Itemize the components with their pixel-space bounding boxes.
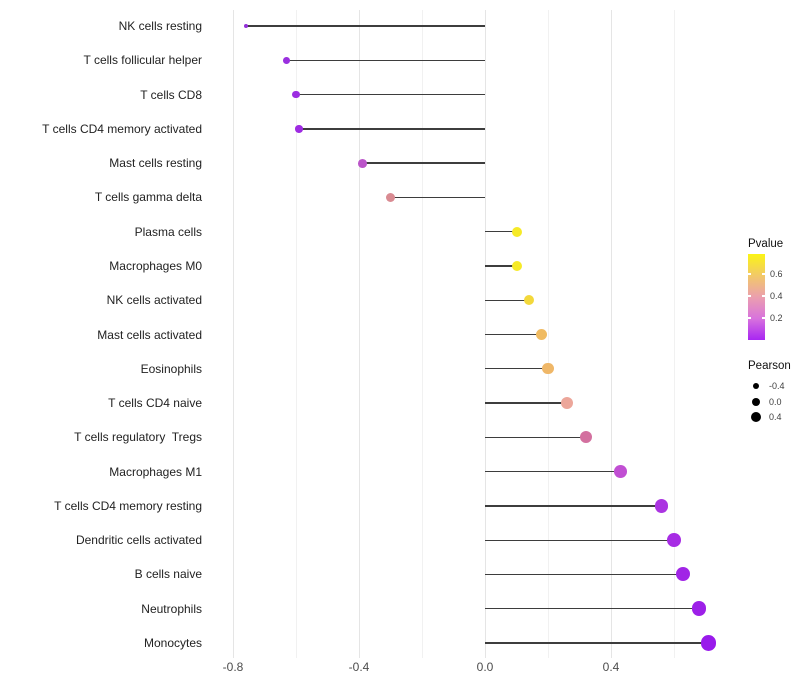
lollipop-stem xyxy=(485,539,674,541)
pvalue-legend-title: Pvalue xyxy=(748,238,784,250)
lollipop-stem xyxy=(485,608,700,610)
lollipop-stem xyxy=(485,230,517,233)
lollipop-dot xyxy=(654,499,669,513)
lollipop-stem xyxy=(362,162,485,164)
y-axis-label: Plasma cells xyxy=(134,224,202,239)
x-axis-tick-label: 0.4 xyxy=(602,660,620,674)
y-axis-label: Dendritic cells activated xyxy=(75,533,202,548)
pvalue-tick-label: 0.2 xyxy=(770,313,783,323)
lollipop-stem xyxy=(485,333,542,336)
gridline-minor xyxy=(295,10,297,658)
gridline-minor xyxy=(421,10,423,658)
lollipop-dot xyxy=(357,158,367,168)
pvalue-tick-mark xyxy=(762,295,765,297)
lollipop-dot xyxy=(691,601,707,617)
lollipop-stem xyxy=(485,299,530,301)
lollipop-stem xyxy=(485,470,621,473)
lollipop-stem xyxy=(286,59,485,61)
lollipop-stem xyxy=(485,642,709,644)
y-axis-label: Mast cells resting xyxy=(109,156,202,171)
y-axis-label: Eosinophils xyxy=(140,361,202,376)
x-axis-tick-label: 0.0 xyxy=(476,660,494,674)
y-axis-label: T cells CD4 memory activated xyxy=(42,121,202,136)
lollipop-stem xyxy=(485,402,567,404)
lollipop-stem xyxy=(485,368,548,370)
gridline-major xyxy=(610,10,612,658)
x-axis-tick-label: -0.8 xyxy=(222,660,244,674)
pearson-size-dot xyxy=(752,382,760,390)
lollipop-dot xyxy=(511,260,522,271)
y-axis-label: Monocytes xyxy=(143,636,202,651)
y-axis-label: NK cells resting xyxy=(118,19,202,33)
lollipop-dot xyxy=(385,192,396,203)
pvalue-tick-mark xyxy=(748,295,751,297)
lollipop-stem xyxy=(485,436,586,439)
lollipop-dot xyxy=(579,431,592,444)
lollipop-dot xyxy=(292,90,300,99)
pearson-size-label: -0.4 xyxy=(769,381,785,391)
pvalue-tick-mark xyxy=(748,317,751,319)
gridline-minor xyxy=(547,10,549,658)
gridline-major xyxy=(358,10,360,658)
lollipop-dot xyxy=(701,635,717,651)
lollipop-dot xyxy=(560,397,573,410)
lollipop-dot xyxy=(676,567,691,582)
y-axis-label: T cells gamma delta xyxy=(94,190,202,205)
lollipop-dot xyxy=(511,226,522,237)
pearson-legend-title: Pearson xyxy=(748,360,791,372)
pearson-size-label: 0.0 xyxy=(769,397,782,407)
lollipop-dot xyxy=(614,465,627,479)
pvalue-tick-label: 0.6 xyxy=(770,269,783,279)
y-axis-label: Macrophages M1 xyxy=(109,464,202,479)
x-axis-tick-label: -0.4 xyxy=(348,660,370,674)
pearson-size-dot xyxy=(751,397,761,407)
pearson-size-label: 0.4 xyxy=(769,412,782,422)
y-axis-label: T cells CD4 memory resting xyxy=(54,498,202,513)
y-axis-label: Macrophages M0 xyxy=(109,258,202,273)
lollipop-dot xyxy=(523,295,535,306)
pvalue-colorbar xyxy=(748,254,765,340)
y-axis-label: B cells naive xyxy=(134,567,202,582)
y-axis-label: T cells regulatory Tregs xyxy=(74,430,202,445)
pvalue-tick-mark xyxy=(762,273,765,275)
gridline-major xyxy=(232,10,234,658)
y-axis-label: T cells CD8 xyxy=(140,87,202,102)
lollipop-stem xyxy=(245,25,485,27)
y-axis-label: Neutrophils xyxy=(141,601,202,616)
pvalue-tick-mark xyxy=(748,273,751,275)
pvalue-tick-mark xyxy=(762,317,765,319)
y-axis-label: NK cells activated xyxy=(106,293,202,308)
lollipop-dot xyxy=(243,24,248,28)
y-axis-label: T cells CD4 naive xyxy=(108,396,202,411)
lollipop-dot xyxy=(283,56,290,64)
lollipop-stem xyxy=(296,93,485,96)
lollipop-dot xyxy=(542,363,554,375)
lollipop-stem xyxy=(485,573,684,576)
y-axis-label: Mast cells activated xyxy=(97,327,202,342)
lollipop-stem xyxy=(299,128,485,130)
pearson-size-dot xyxy=(751,412,761,422)
lollipop-dot xyxy=(667,533,681,548)
y-axis-label: T cells follicular helper xyxy=(83,53,203,68)
lollipop-dot xyxy=(536,328,548,341)
pvalue-tick-label: 0.4 xyxy=(770,291,783,301)
lollipop-stem xyxy=(390,196,485,199)
lollipop-stem xyxy=(485,505,662,507)
lollipop-dot xyxy=(295,125,303,133)
lollipop-stem xyxy=(485,265,517,267)
gridline-minor xyxy=(673,10,675,658)
